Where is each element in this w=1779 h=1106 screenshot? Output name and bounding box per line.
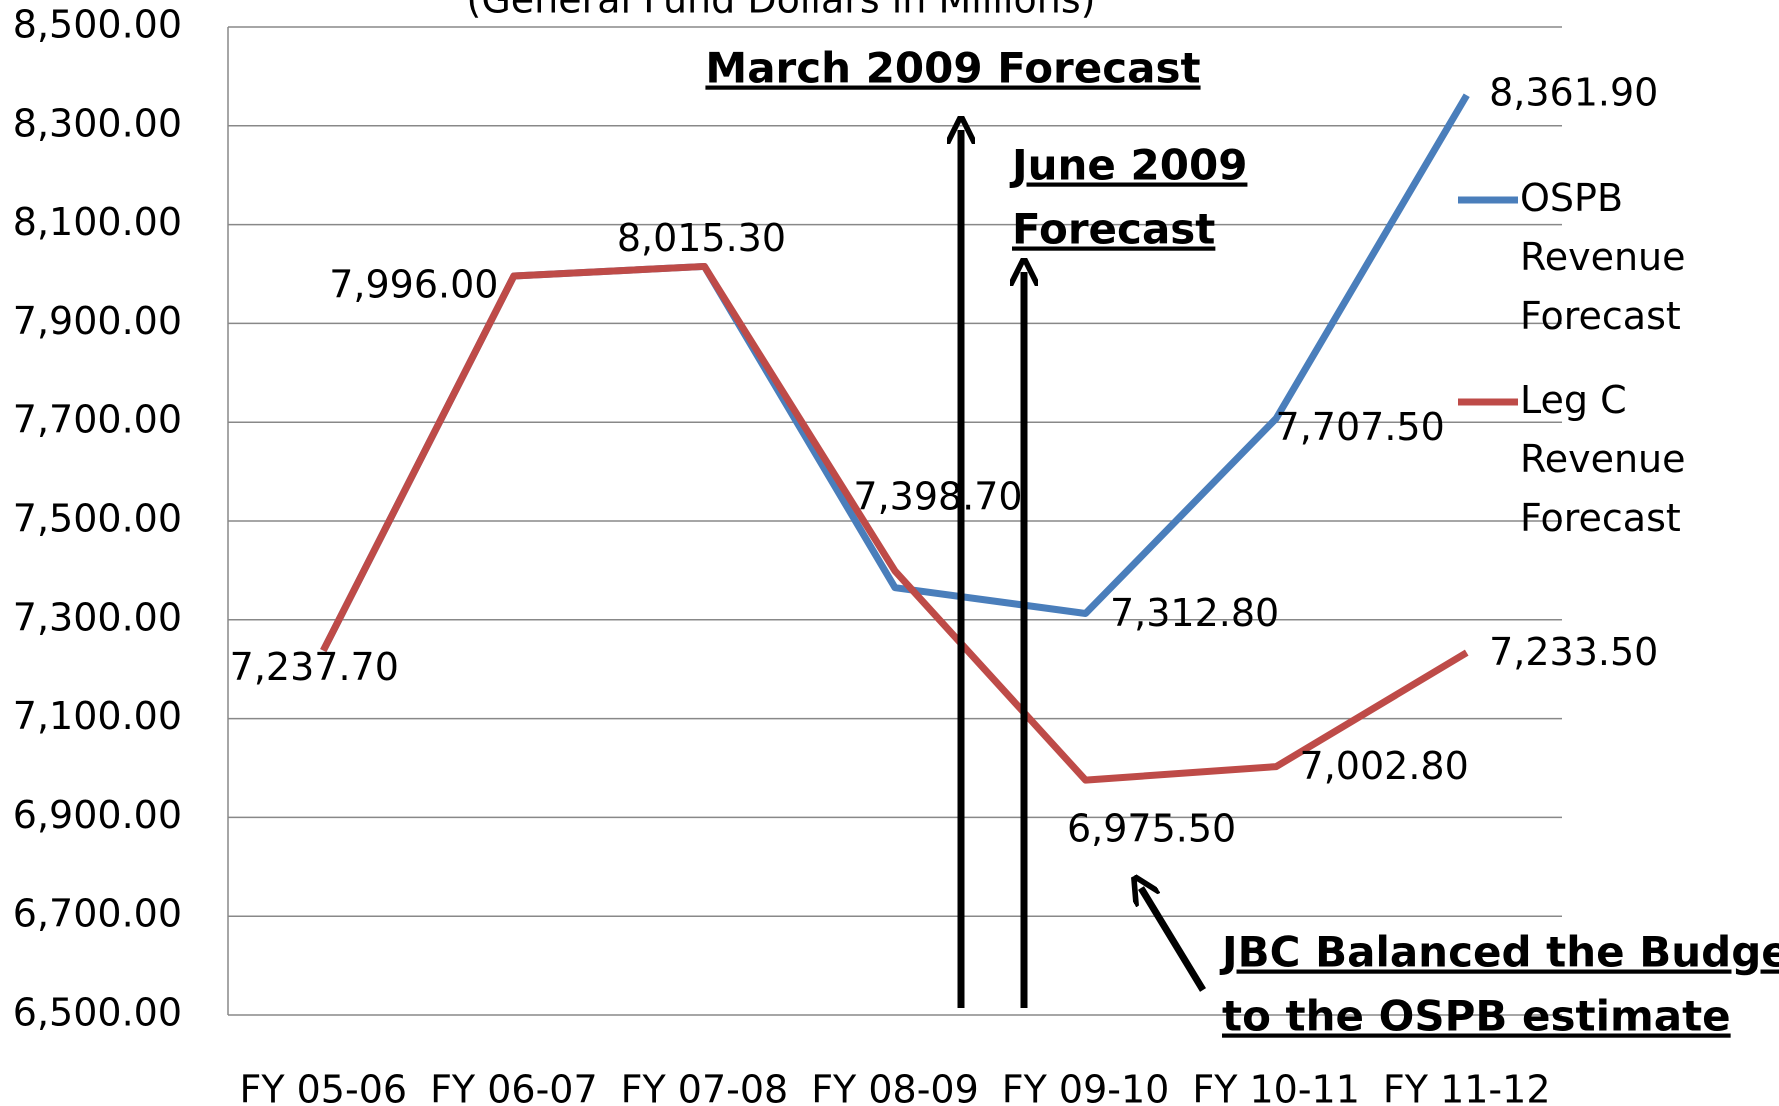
x-tick-label: FY 08-09 xyxy=(811,1068,979,1106)
y-tick-label: 6,500.00 xyxy=(13,991,182,1035)
jbc-arrow xyxy=(1141,888,1206,992)
x-tick-label: FY 06-07 xyxy=(430,1068,598,1106)
y-tick-label: 6,700.00 xyxy=(13,892,182,936)
x-tick-label: FY 10-11 xyxy=(1192,1068,1360,1106)
line-series xyxy=(320,262,1469,784)
y-tick-label: 7,500.00 xyxy=(13,497,182,541)
annotation: JBC Balanced the Budget xyxy=(1219,928,1779,977)
x-tick-label: FY 11-12 xyxy=(1383,1068,1551,1106)
legend-label: Leg C Revenue Forecast xyxy=(1520,378,1686,540)
annotation: to the OSPB estimate xyxy=(1222,992,1731,1041)
y-tick-label: 7,700.00 xyxy=(13,398,182,442)
chart-subtitle: (General Fund Dollars in Millions) xyxy=(467,0,1096,22)
y-tick-label: 7,100.00 xyxy=(13,694,182,738)
data-label: 8,015.30 xyxy=(617,216,786,260)
data-label: 7,233.50 xyxy=(1489,630,1658,674)
data-label: 7,398.70 xyxy=(853,475,1022,519)
y-tick-label: 7,300.00 xyxy=(13,595,182,639)
data-label: 7,237.70 xyxy=(230,645,399,689)
annotation: Forecast xyxy=(1012,205,1215,254)
data-label: 7,312.80 xyxy=(1110,591,1279,635)
data-label: 6,975.50 xyxy=(1067,807,1236,851)
y-tick-label: 8,500.00 xyxy=(13,3,182,47)
x-tick-label: FY 09-10 xyxy=(1002,1068,1170,1106)
x-tick-label: FY 05-06 xyxy=(239,1068,407,1106)
x-tick-label: FY 07-08 xyxy=(621,1068,789,1106)
y-tick-label: 7,900.00 xyxy=(13,299,182,343)
data-label: 7,707.50 xyxy=(1276,405,1445,449)
legend-label: OSPB Revenue Forecast xyxy=(1520,176,1686,338)
annotation: June 2009 xyxy=(1009,141,1247,190)
y-tick-label: 6,900.00 xyxy=(13,793,182,837)
data-label: 8,361.90 xyxy=(1489,71,1658,115)
y-tick-label: 8,100.00 xyxy=(13,200,182,244)
data-label: 7,996.00 xyxy=(329,262,498,306)
data-label: 7,002.80 xyxy=(1300,744,1469,788)
annotation: March 2009 Forecast xyxy=(705,44,1200,93)
plot: 6,500.00 6,700.00 6,900.00 7,100.00 7,300.00… xyxy=(13,3,1659,1106)
y-tick-label: 8,300.00 xyxy=(13,101,182,145)
